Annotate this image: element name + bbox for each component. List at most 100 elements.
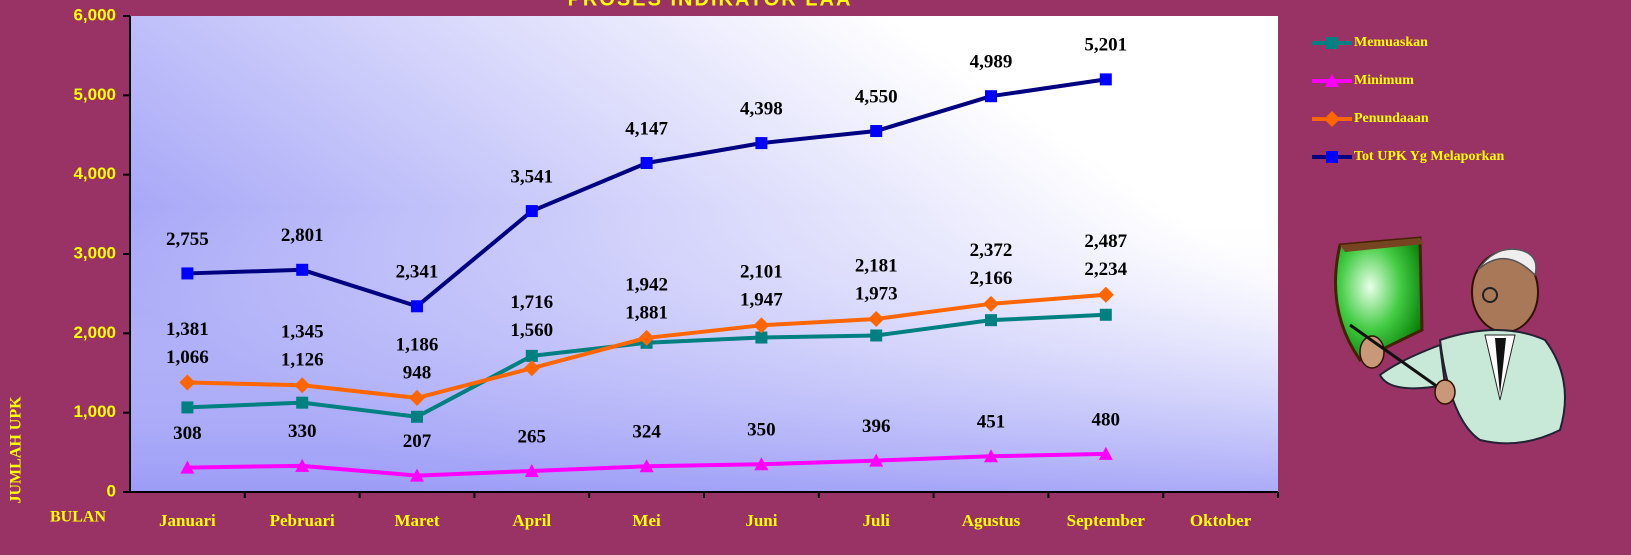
point (1097, 286, 1114, 303)
data-label: 1,345 (281, 322, 324, 343)
point (295, 458, 310, 472)
data-label: 1,973 (855, 283, 898, 304)
data-label: 2,166 (970, 268, 1013, 289)
data-label: 5,201 (1084, 35, 1127, 56)
data-label: 1,947 (740, 290, 783, 311)
data-label: 350 (747, 420, 776, 441)
data-label: 2,372 (970, 240, 1013, 261)
point (409, 389, 425, 406)
data-label: 308 (173, 423, 202, 444)
data-label: 1,716 (510, 292, 553, 313)
data-label: 1,381 (166, 319, 209, 340)
data-label: 480 (1092, 409, 1121, 430)
point (410, 468, 424, 482)
illustration (1334, 236, 1566, 445)
legend-marker (1326, 37, 1338, 49)
legend-marker (1325, 74, 1339, 87)
point (180, 460, 195, 474)
plot-shade (130, 16, 1278, 492)
data-label: 2,234 (1084, 259, 1127, 280)
point (411, 300, 423, 313)
data-label: 4,989 (970, 52, 1013, 73)
point (753, 317, 770, 334)
point (754, 457, 769, 471)
data-label: 324 (632, 422, 661, 443)
legend-marker (1326, 151, 1338, 163)
legend-label: Penundaaan (1354, 111, 1429, 126)
y-tick-label: 4,000 (73, 164, 116, 183)
point (523, 360, 540, 377)
point (984, 449, 998, 463)
x-axis-label: BULAN (50, 509, 106, 526)
data-label: 2,801 (281, 225, 324, 246)
point (525, 349, 538, 362)
chart-title: PROSES INDIKATOR LAA (568, 0, 853, 10)
x-tick-label: Januari (159, 511, 216, 530)
point (755, 137, 768, 150)
data-label: 1,186 (396, 334, 439, 355)
point (179, 374, 196, 391)
legend-label: Tot UPK Yg Melaporkan (1354, 149, 1504, 164)
point (1098, 446, 1113, 460)
point (870, 329, 883, 342)
point (869, 453, 884, 467)
data-label: 451 (977, 412, 1006, 433)
point (296, 263, 309, 276)
x-tick-label: Mei (632, 511, 661, 530)
data-label: 4,398 (740, 98, 783, 119)
point (1099, 308, 1112, 321)
x-tick-label: Juli (862, 511, 890, 530)
data-label: 1,560 (510, 320, 553, 341)
legend-label: Memuaskan (1354, 35, 1428, 50)
point (983, 295, 999, 312)
legend-label: Minimum (1354, 73, 1414, 88)
x-tick-label: Maret (395, 511, 440, 530)
data-label: 1,942 (625, 274, 668, 295)
data-label: 2,181 (855, 255, 898, 276)
data-label: 330 (288, 421, 317, 442)
point (1099, 73, 1112, 86)
data-label: 2,755 (166, 229, 209, 250)
data-label: 1,126 (281, 350, 324, 371)
x-tick-label: September (1067, 511, 1146, 530)
data-label: 948 (403, 362, 432, 383)
point (868, 310, 885, 327)
point (755, 331, 768, 344)
y-axis-label: JUMLAH UPK (8, 396, 25, 504)
data-label: 265 (518, 426, 547, 447)
point (294, 377, 311, 394)
point (640, 157, 653, 170)
x-tick-label: Pebruari (270, 511, 335, 530)
data-label: 396 (862, 416, 891, 437)
y-tick-label: 2,000 (73, 323, 116, 342)
point (181, 267, 194, 280)
point (181, 401, 194, 414)
point (870, 125, 883, 138)
point (296, 396, 309, 409)
data-label: 1,881 (625, 302, 668, 323)
data-label: 2,101 (740, 262, 783, 283)
point (525, 205, 538, 218)
y-tick-label: 6,000 (73, 5, 116, 24)
point (639, 459, 654, 473)
x-tick-label: April (512, 511, 551, 530)
y-tick-label: 3,000 (73, 243, 116, 262)
x-tick-label: Agustus (962, 511, 1021, 530)
data-label: 3,541 (510, 166, 553, 187)
point (524, 463, 539, 477)
data-label: 2,487 (1084, 231, 1127, 252)
data-label: 207 (403, 431, 432, 452)
data-label: 4,550 (855, 86, 898, 107)
y-tick-label: 5,000 (73, 85, 116, 104)
x-tick-label: Oktober (1190, 511, 1252, 530)
point (638, 329, 655, 346)
point (411, 410, 423, 423)
data-label: 1,066 (166, 347, 209, 368)
point (985, 314, 997, 327)
point (985, 90, 997, 103)
data-label: 2,341 (396, 262, 439, 283)
y-tick-label: 0 (107, 481, 116, 500)
x-tick-label: Juni (745, 511, 777, 530)
y-tick-label: 1,000 (73, 402, 116, 421)
